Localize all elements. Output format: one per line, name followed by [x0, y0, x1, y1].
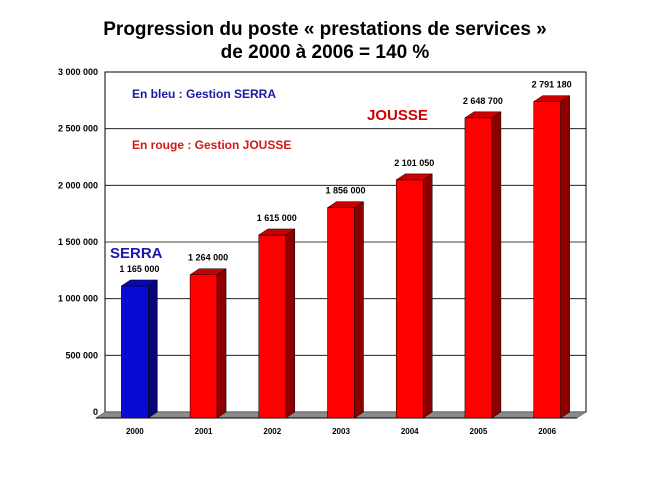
bar-side [560, 95, 570, 419]
data-label-2006: 2 791 180 [532, 80, 572, 90]
x-tick-label: 2006 [538, 427, 556, 436]
x-tick-label: 2003 [332, 427, 350, 436]
bar-2002 [257, 228, 296, 419]
data-label-2002: 1 615 000 [257, 213, 297, 223]
bar-top [257, 228, 296, 236]
bar-2005 [464, 111, 502, 419]
data-label-2004: 2 101 050 [394, 158, 434, 168]
data-label-2005: 2 648 700 [463, 96, 503, 106]
bar-top [189, 268, 227, 275]
bar-front [464, 117, 493, 419]
bar-side [285, 228, 296, 419]
data-label-2000: 1 165 000 [119, 264, 159, 274]
bar-top [395, 173, 434, 181]
chart-title-line-1: Progression du poste « prestations de se… [103, 19, 547, 40]
bar-top [464, 111, 502, 119]
y-tick-label: 500 000 [65, 350, 98, 360]
bar-front [327, 207, 355, 419]
chart-title-line-2: de 2000 à 2006 = 140 % [220, 42, 430, 63]
x-tick-label: 2005 [470, 427, 488, 436]
bar-front [395, 179, 424, 419]
bar-front [533, 101, 561, 419]
bar-side [216, 268, 227, 419]
y-tick-label: 3 000 000 [58, 67, 98, 77]
bar-side [422, 173, 433, 419]
bar-top [532, 95, 571, 102]
bar-side [491, 111, 502, 419]
y-tick-label: 2 000 000 [58, 180, 98, 190]
bar-top [326, 201, 365, 208]
bar-2001 [189, 268, 227, 419]
jousse-annotation: JOUSSE [367, 107, 428, 124]
serra-annotation: SERRA [110, 245, 163, 262]
x-tick-label: 2001 [195, 427, 213, 436]
bar-front [189, 274, 218, 419]
y-tick-label: 1 000 000 [58, 294, 98, 304]
bar-top [120, 279, 159, 287]
bars-layer [120, 95, 571, 419]
data-label-2001: 1 264 000 [188, 253, 228, 263]
bar-2004 [395, 173, 434, 419]
x-tick-label: 2000 [126, 427, 144, 436]
bar-side [354, 201, 364, 419]
bar-2003 [326, 201, 365, 419]
bar-2006 [532, 95, 571, 419]
data-label-2003: 1 856 000 [325, 186, 365, 196]
legend-note-blue: En bleu : Gestion SERRA [132, 87, 276, 101]
y-tick-label: 0 [93, 407, 98, 417]
legend-note-red: En rouge : Gestion JOUSSE [132, 138, 291, 152]
y-tick-label: 2 500 000 [58, 124, 98, 134]
y-tick-label: 1 500 000 [58, 237, 98, 247]
bar-2000 [120, 279, 159, 419]
x-tick-label: 2004 [401, 427, 419, 436]
bar-side [148, 279, 158, 419]
bar-front [121, 285, 149, 419]
labels-layer: 0 500 000 1 000 000 1 500 000 2 000 000 2 500… [58, 67, 572, 436]
bar-front [258, 234, 287, 419]
x-tick-label: 2002 [263, 427, 281, 436]
